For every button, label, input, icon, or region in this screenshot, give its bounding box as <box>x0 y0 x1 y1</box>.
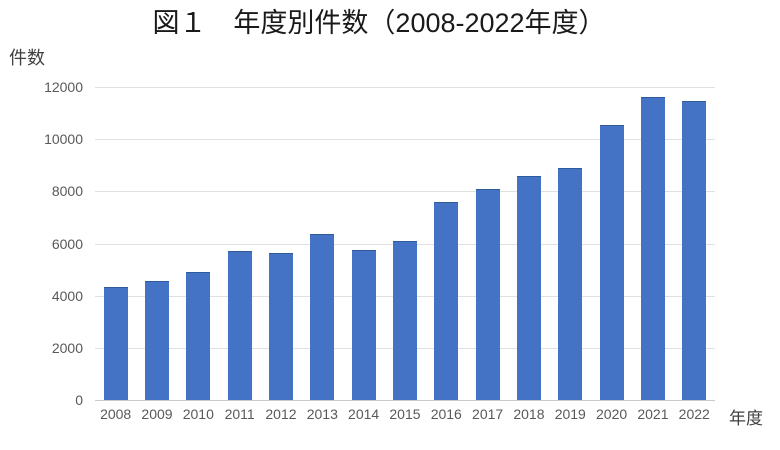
bar-series <box>95 87 715 400</box>
x-tick-label-2012: 2012 <box>265 406 297 422</box>
x-tick-label-2018: 2018 <box>513 406 545 422</box>
y-tick-label-10000: 10000 <box>44 131 83 148</box>
x-tick-label-2017: 2017 <box>472 406 504 422</box>
y-tick-label-2000: 2000 <box>51 339 83 356</box>
x-tick-label-2014: 2014 <box>348 406 380 422</box>
bar-2009 <box>144 281 169 400</box>
x-tick-label-2019: 2019 <box>554 406 586 422</box>
y-tick-label-6000: 6000 <box>51 235 83 252</box>
gridline-10000 <box>95 139 715 141</box>
x-tick-label-2020: 2020 <box>596 406 628 422</box>
x-tick-label-2022: 2022 <box>678 406 710 422</box>
bar-2011 <box>227 251 252 400</box>
bar-2008 <box>103 286 128 400</box>
x-tick-label-2013: 2013 <box>306 406 338 422</box>
bar-2022 <box>682 101 707 400</box>
x-tick-label-2008: 2008 <box>100 406 132 422</box>
gridline-12000 <box>95 87 715 88</box>
bar-2021 <box>640 97 665 400</box>
y-tick-label-4000: 4000 <box>51 287 83 304</box>
x-tick-label-2009: 2009 <box>141 406 173 422</box>
plot-area <box>95 87 715 401</box>
y-axis-tick-labels: 0 2000 4000 6000 8000 10000 12000 <box>0 79 83 408</box>
y-tick-label-12000: 12000 <box>44 79 83 95</box>
bar-2014 <box>351 250 376 400</box>
bar-2020 <box>599 124 624 400</box>
bar-2012 <box>268 252 293 400</box>
x-tick-label-2010: 2010 <box>182 406 214 422</box>
x-axis-title: 年度 <box>729 409 763 428</box>
bar-2016 <box>434 201 459 400</box>
x-axis-tick-labels: 2008 2009 2010 2011 2012 2013 2014 2015 2016 2017… <box>95 406 715 422</box>
chart-title: 図１ 年度別件数（2008-2022年度） <box>152 8 606 38</box>
bar-2015 <box>392 240 417 400</box>
x-tick-label-2015: 2015 <box>389 406 421 422</box>
bar-2018 <box>516 175 541 400</box>
bar-2017 <box>475 188 500 400</box>
y-tick-label-8000: 8000 <box>51 183 83 200</box>
x-tick-label-2021: 2021 <box>637 406 669 422</box>
bar-2013 <box>310 234 335 400</box>
bar-2019 <box>558 167 583 400</box>
x-tick-label-2011: 2011 <box>224 406 255 422</box>
gridline-8000 <box>95 191 715 193</box>
y-axis-title: 件数 <box>9 48 45 68</box>
x-tick-label-2016: 2016 <box>430 406 462 422</box>
y-tick-label-0: 0 <box>75 392 83 408</box>
bar-2010 <box>186 272 211 400</box>
